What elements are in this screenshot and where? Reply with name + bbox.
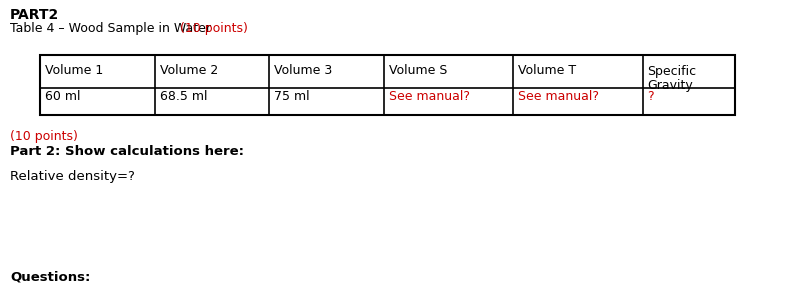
Text: 60 ml: 60 ml [45,90,81,103]
Text: (10 points): (10 points) [181,22,248,35]
Text: See manual?: See manual? [518,90,599,103]
Text: See manual?: See manual? [389,90,470,103]
Text: Volume 1: Volume 1 [45,64,103,77]
Text: Table 4 – Wood Sample in Water: Table 4 – Wood Sample in Water [10,22,215,35]
Text: (10 points): (10 points) [10,130,78,143]
Text: Relative density=?: Relative density=? [10,170,135,183]
Text: Volume T: Volume T [518,64,576,77]
Text: ?: ? [647,90,654,103]
Text: Volume S: Volume S [389,64,447,77]
Text: 68.5 ml: 68.5 ml [160,90,207,103]
Text: 75 ml: 75 ml [274,90,310,103]
Text: PART2: PART2 [10,8,59,22]
Text: Part 2: Show calculations here:: Part 2: Show calculations here: [10,145,244,158]
Text: Volume 2: Volume 2 [160,64,218,77]
Text: Volume 3: Volume 3 [274,64,333,77]
Text: Specific
Gravity: Specific Gravity [647,64,697,92]
Text: Questions:: Questions: [10,270,90,283]
